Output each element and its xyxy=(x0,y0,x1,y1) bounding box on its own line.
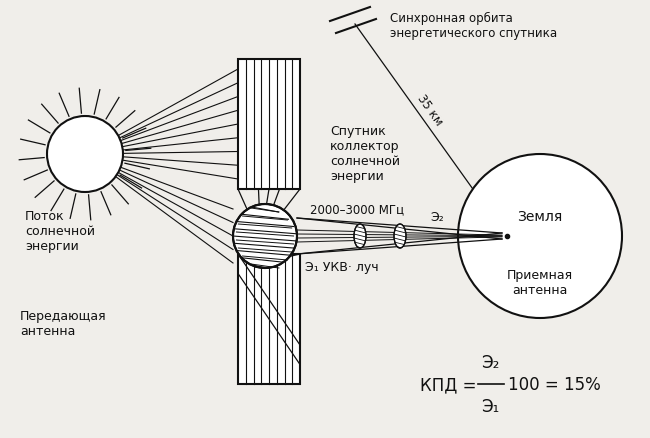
Ellipse shape xyxy=(354,225,366,248)
Text: Земля: Земля xyxy=(517,209,563,223)
Text: Э₂: Э₂ xyxy=(430,211,444,224)
Text: Передающая
антенна: Передающая антенна xyxy=(20,309,107,337)
Text: КПД =: КПД = xyxy=(420,375,482,393)
Bar xyxy=(238,254,300,384)
Text: 35 км: 35 км xyxy=(415,92,446,127)
Circle shape xyxy=(458,155,622,318)
Text: 100 = 15%: 100 = 15% xyxy=(508,375,601,393)
Text: Спутник
коллектор
солнечной
энергии: Спутник коллектор солнечной энергии xyxy=(330,125,400,183)
Text: Поток
солнечной
энергии: Поток солнечной энергии xyxy=(25,209,95,252)
Text: Э₁ УКВ· луч: Э₁ УКВ· луч xyxy=(305,261,379,274)
Bar xyxy=(238,60,300,190)
Text: Синхронная орбита
энергетического спутника: Синхронная орбита энергетического спутни… xyxy=(390,12,557,40)
Text: 2000–3000 МГц: 2000–3000 МГц xyxy=(310,203,404,216)
Ellipse shape xyxy=(394,225,406,248)
Circle shape xyxy=(47,117,123,193)
Text: Э₁: Э₁ xyxy=(481,397,499,415)
Circle shape xyxy=(233,205,297,268)
Text: Э₂: Э₂ xyxy=(481,353,499,371)
Text: Приемная
антенна: Приемная антенна xyxy=(507,268,573,297)
